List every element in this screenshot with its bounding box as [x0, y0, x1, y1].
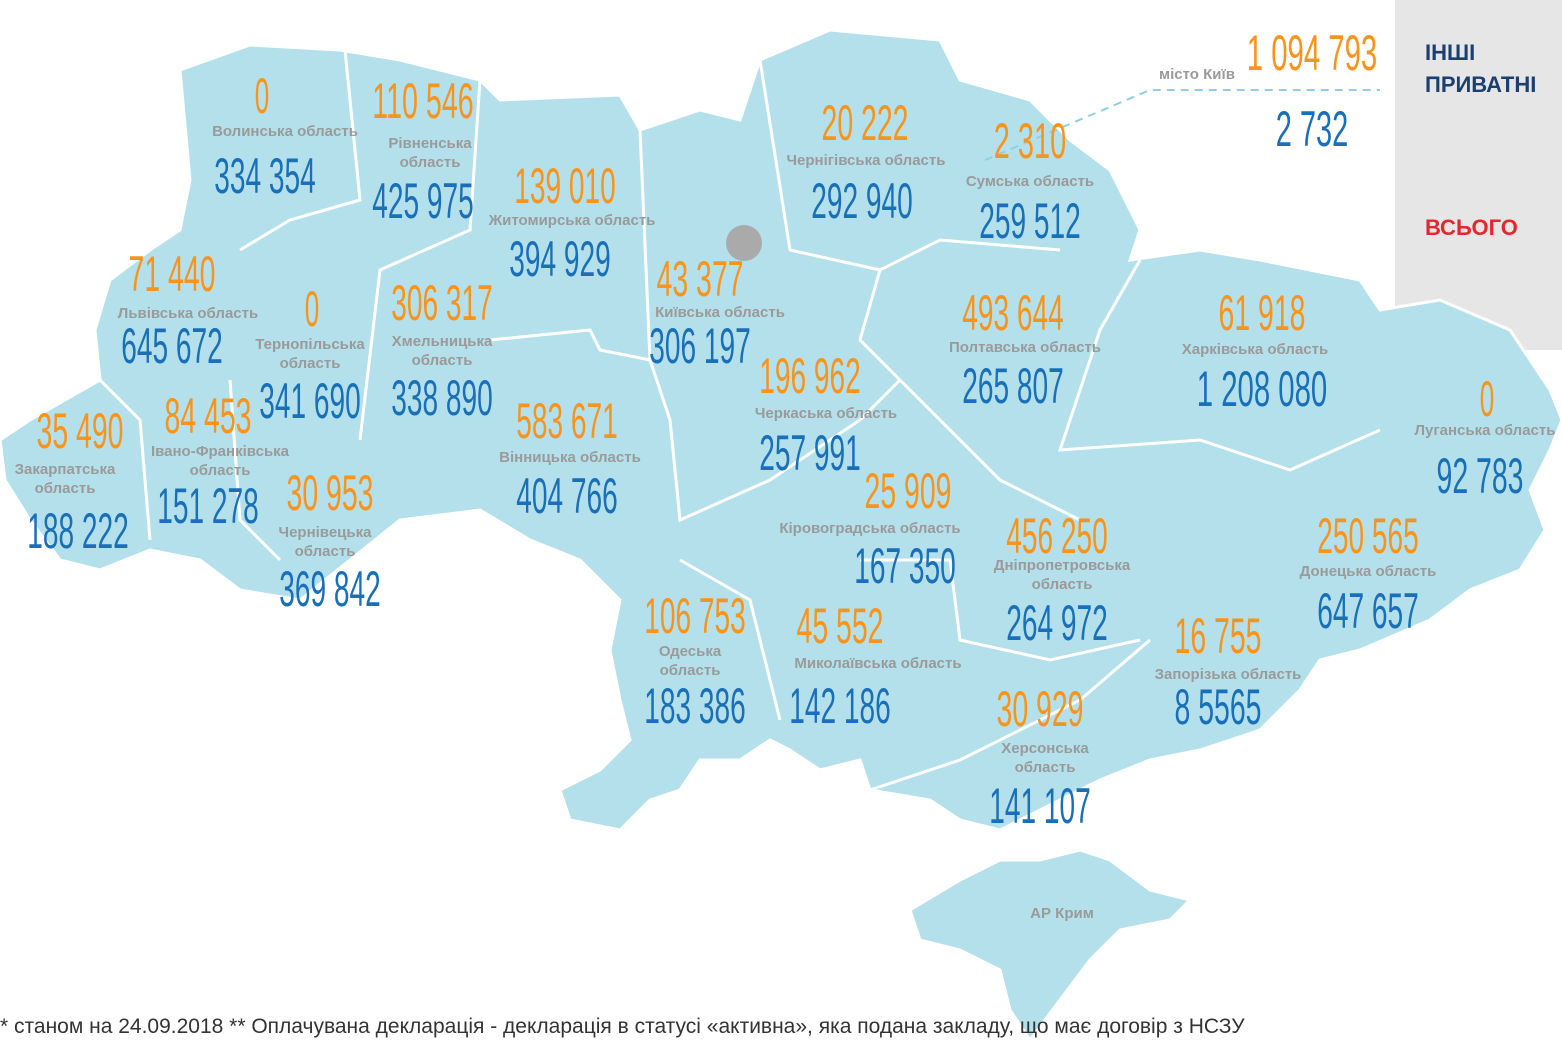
ukraine-map: [0, 28, 1562, 1043]
region-value: 1 208 080: [1197, 361, 1328, 417]
region-value: 142 186: [789, 678, 891, 734]
kyiv-leader-line: [984, 89, 1380, 161]
region-value: 456 250: [1006, 508, 1108, 564]
region-value: 2 732: [1276, 101, 1349, 157]
region-value: 334 354: [214, 148, 316, 204]
region-value: 110 546: [372, 73, 474, 129]
region-value: 259 512: [979, 193, 1081, 249]
region-value: 45 552: [797, 598, 884, 654]
region-name: Кіровоградська область: [779, 520, 960, 537]
region-name: Миколаївська область: [794, 655, 961, 672]
region-value: 61 918: [1219, 285, 1306, 341]
region-value: 71 440: [129, 246, 216, 302]
region-name: Київська область: [655, 304, 785, 321]
legend-label: ПРИВАТНІ: [1425, 72, 1536, 97]
region-value: 30 953: [287, 465, 374, 521]
region-value: 106 753: [644, 588, 746, 644]
region-name: Чернівецька область: [279, 524, 373, 560]
region-name: АР Крим: [1030, 905, 1094, 922]
region-value: 188 222: [27, 503, 129, 559]
region-name: Івано-Франківська область: [151, 443, 290, 479]
region-value: 264 972: [1006, 595, 1108, 651]
region-value: 92 783: [1437, 448, 1524, 504]
region-value: 30 929: [997, 681, 1084, 737]
region-name: Полтавська область: [949, 339, 1101, 356]
legend-panel: [1395, 0, 1562, 350]
region-name: Тернопільська область: [255, 336, 365, 372]
region-name: Сумська область: [966, 173, 1094, 190]
region-name: Херсонська область: [1001, 740, 1089, 776]
legend-label: ВСЬОГО: [1425, 215, 1518, 240]
region-name: Дніпропетровська область: [994, 557, 1131, 593]
region-name: Харківська область: [1182, 341, 1328, 358]
region-value: 0: [255, 68, 270, 124]
region-value: 0: [305, 281, 320, 337]
region-value: 1 094 793: [1247, 25, 1378, 81]
region-value: 493 644: [962, 285, 1064, 341]
region-name: Хмельницька область: [392, 333, 493, 369]
region-value: 306 197: [649, 318, 751, 374]
region-value: 338 890: [391, 370, 493, 426]
region-value: 369 842: [279, 561, 381, 617]
region-value: 16 755: [1175, 608, 1262, 664]
region-name: Вінницька область: [499, 449, 641, 466]
region-value: 2 310: [994, 113, 1067, 169]
region-value: 0: [1480, 371, 1495, 427]
region-value: 257 991: [759, 425, 861, 481]
region-value: 141 107: [989, 778, 1091, 834]
region-value: 250 565: [1317, 508, 1419, 564]
region-name: Закарпатська область: [15, 461, 116, 497]
region-value: 341 690: [259, 373, 361, 429]
region-name: Одеська область: [659, 643, 722, 679]
footnote: * станом на 24.09.2018 ** Оплачувана дек…: [0, 1015, 1245, 1038]
region-value: 645 672: [121, 318, 223, 374]
region-value: 84 453: [165, 388, 252, 444]
region-name: Черкаська область: [755, 405, 897, 422]
region-value: 196 962: [759, 348, 861, 404]
region-value: 167 350: [854, 538, 956, 594]
region-value: 292 940: [811, 173, 913, 229]
region-borders: [98, 49, 1381, 792]
region-name: Луганська область: [1415, 422, 1556, 439]
region-name: Рівненська область: [388, 135, 472, 171]
region-name: Запорізька область: [1155, 666, 1302, 683]
region-name: Волинська область: [212, 123, 358, 140]
region-name: місто Київ: [1159, 66, 1235, 83]
region-value: 25 909: [865, 463, 952, 519]
region-value: 404 766: [516, 468, 618, 524]
region-value: 265 807: [962, 358, 1064, 414]
region-value: 647 657: [1317, 583, 1419, 639]
region-name: Львівська область: [118, 305, 258, 322]
region-value: 35 490: [37, 403, 124, 459]
kyiv-city-marker: [726, 225, 762, 261]
region-value: 43 377: [657, 251, 744, 307]
region-value: 139 010: [514, 158, 616, 214]
region-value: 583 671: [516, 393, 618, 449]
region-value: 183 386: [644, 678, 746, 734]
region-name: Чернігівська область: [787, 152, 946, 169]
region-value: 394 929: [509, 231, 611, 287]
region-value: 20 222: [822, 95, 909, 151]
region-value: 8 5565: [1175, 679, 1262, 735]
region-name: Житомирська область: [488, 212, 656, 229]
region-value: 151 278: [157, 478, 259, 534]
region-value: 306 317: [391, 275, 493, 331]
region-name: Донецька область: [1300, 563, 1437, 580]
region-value: 425 975: [372, 173, 474, 229]
legend-label: ІНШІ: [1425, 40, 1475, 65]
